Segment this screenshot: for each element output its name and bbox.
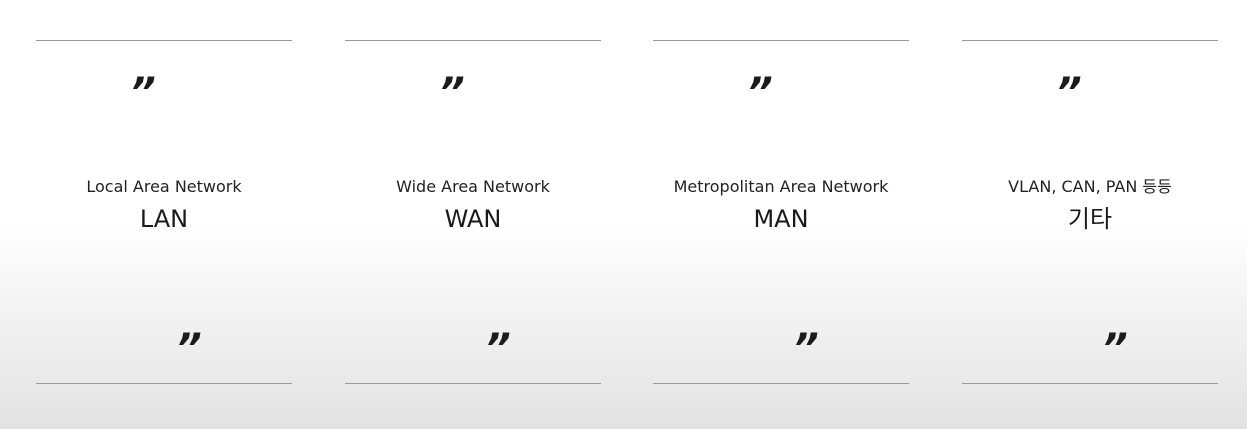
- bottom-divider: [36, 383, 292, 384]
- close-quote-icon: ”: [176, 326, 202, 372]
- network-card-wan: ” Wide Area Network WAN ”: [345, 0, 601, 429]
- bottom-divider: [345, 383, 601, 384]
- close-quote-icon: ”: [485, 326, 511, 372]
- card-title: LAN: [139, 205, 189, 233]
- network-card-lan: ” Local Area Network LAN ”: [36, 0, 292, 429]
- top-divider: [345, 40, 601, 41]
- close-quote-icon: ”: [793, 326, 819, 372]
- open-quote-icon: ”: [747, 70, 773, 116]
- network-card-other: ” VLAN, CAN, PAN 등등 기타 ”: [962, 0, 1218, 429]
- bottom-divider: [653, 383, 909, 384]
- card-title: 기타: [1067, 205, 1113, 233]
- card-subtitle: Metropolitan Area Network: [673, 177, 889, 196]
- card-subtitle: Wide Area Network: [396, 177, 550, 196]
- card-title: WAN: [444, 205, 502, 233]
- top-divider: [653, 40, 909, 41]
- top-divider: [36, 40, 292, 41]
- network-card-man: ” Metropolitan Area Network MAN ”: [653, 0, 909, 429]
- card-subtitle: VLAN, CAN, PAN 등등: [1008, 177, 1172, 196]
- close-quote-icon: ”: [1102, 326, 1128, 372]
- top-divider: [962, 40, 1218, 41]
- card-subtitle: Local Area Network: [86, 177, 242, 196]
- open-quote-icon: ”: [1056, 70, 1082, 116]
- bottom-divider: [962, 383, 1218, 384]
- open-quote-icon: ”: [130, 70, 156, 116]
- open-quote-icon: ”: [439, 70, 465, 116]
- card-title: MAN: [753, 205, 809, 233]
